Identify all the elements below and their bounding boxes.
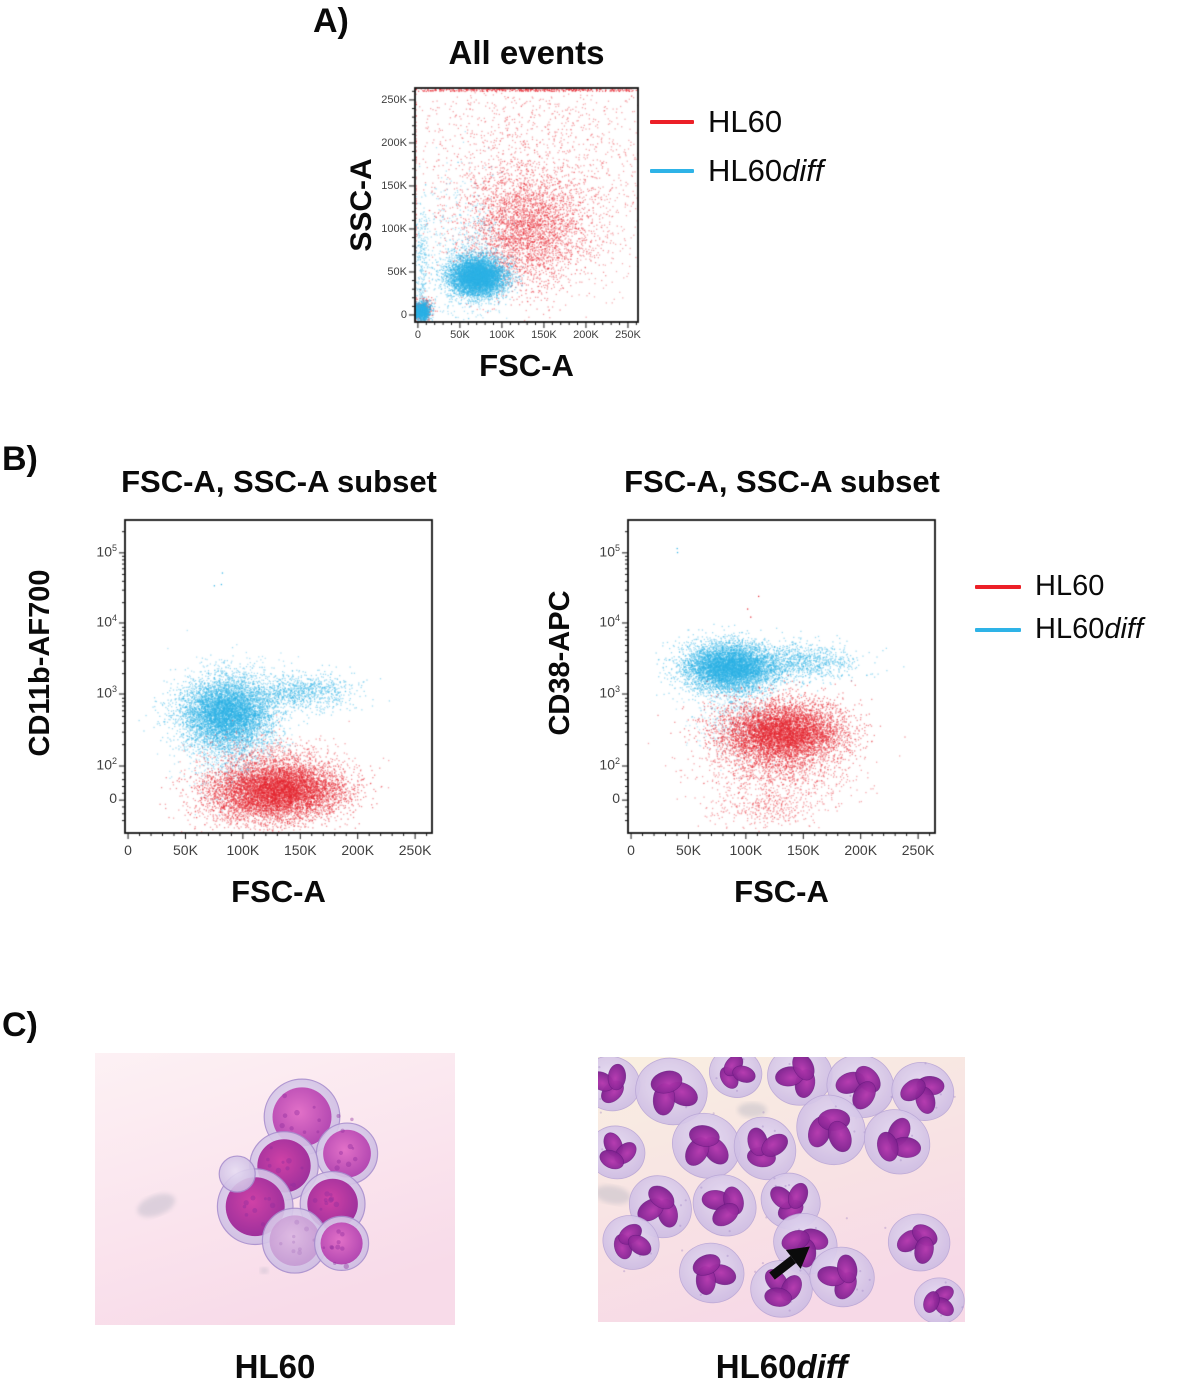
x-tick-label: 150K	[531, 329, 557, 341]
y-tick-label: 0	[109, 790, 117, 807]
differentiated-cell	[635, 1057, 715, 1126]
x-tick-label: 150K	[786, 842, 820, 858]
differentiated-cell	[809, 1246, 875, 1308]
x-tick-label: 0	[124, 842, 132, 858]
blast-cell	[218, 1155, 256, 1193]
x-tick-label: 0	[627, 842, 635, 858]
legend-label: HL60diff	[1035, 613, 1144, 645]
hl60diff-legend-line	[650, 169, 694, 173]
scatter-plot-b-left-canvas	[113, 508, 444, 845]
y-tick-label: 104	[599, 612, 620, 630]
x-tick-label: 250K	[615, 329, 641, 341]
legend-label: HL60	[708, 104, 783, 139]
panel-b-right-title: FSC-A, SSC-A subset	[624, 464, 940, 499]
caption-hl60: HL60	[234, 1348, 316, 1385]
legend-label: HL60	[1035, 570, 1105, 602]
differentiated-cell	[709, 1057, 763, 1098]
y-tick-label: 105	[599, 542, 620, 560]
x-tick-label: 200K	[341, 842, 375, 858]
caption-hl60diff: HL60diff	[715, 1348, 848, 1385]
differentiated-cell	[672, 1112, 741, 1179]
legend-item-hl60: HL60	[975, 570, 1143, 603]
legend-item-hl60diff: HL60diff	[650, 153, 823, 189]
y-tick-label: 105	[96, 542, 117, 560]
y-tick-label: 100K	[381, 222, 407, 235]
y-tick-label: 103	[599, 684, 620, 701]
legend-item-hl60diff: HL60diff	[975, 613, 1143, 646]
differentiated-cell	[864, 1109, 931, 1175]
panel-a-letter: A)	[313, 2, 349, 40]
x-tick-label: 0	[414, 329, 421, 341]
panel-a-y-axis-label: SSC-A	[345, 158, 378, 252]
y-tick-label: 102	[96, 756, 117, 773]
y-tick-label: 0	[400, 308, 407, 321]
y-tick-label: 250K	[381, 93, 407, 106]
differentiated-cell	[602, 1215, 660, 1273]
blast-cell	[314, 1215, 370, 1271]
scatter-plot-b-right-canvas	[616, 508, 947, 845]
panel-b-letter: B)	[2, 440, 38, 478]
legend-item-hl60: HL60	[650, 104, 823, 140]
y-tick-label: 103	[96, 684, 117, 701]
panel-b-left-y-axis-label: CD11b-AF700	[24, 569, 56, 757]
panel-b-left-title: FSC-A, SSC-A subset	[121, 464, 437, 499]
y-tick-label: 0	[612, 790, 620, 807]
differentiated-cell	[598, 1057, 650, 1114]
y-tick-label: 200K	[381, 136, 407, 149]
x-tick-label: 50K	[450, 329, 470, 341]
x-tick-label: 50K	[173, 842, 198, 858]
x-tick-label: 100K	[489, 329, 515, 341]
differentiated-cell	[884, 1213, 951, 1272]
panel-c-letter: C)	[2, 1006, 38, 1044]
differentiated-cell	[692, 1174, 768, 1237]
x-tick-label: 50K	[676, 842, 701, 858]
hl60diff-legend-line	[975, 627, 1021, 632]
differentiated-cell	[679, 1242, 745, 1304]
differentiated-cell	[913, 1277, 965, 1322]
x-tick-label: 150K	[283, 842, 317, 858]
y-tick-label: 150K	[381, 179, 407, 192]
x-tick-label: 250K	[901, 842, 935, 858]
blast-cell	[261, 1207, 328, 1274]
differentiated-cell	[598, 1125, 646, 1180]
legend-label: HL60diff	[708, 153, 824, 188]
x-tick-label: 100K	[729, 842, 763, 858]
x-tick-label: 100K	[226, 842, 260, 858]
arrow-annotation	[769, 1246, 810, 1280]
panel-a-x-axis-label: FSC-A	[479, 348, 574, 383]
differentiated-cell	[750, 1260, 813, 1318]
panel-b-legend: HL60 HL60diff	[975, 570, 1143, 646]
panel-b-right-x-axis-label: FSC-A	[734, 874, 829, 909]
hl60-legend-line	[975, 584, 1021, 589]
panel-b-right-y-axis-label: CD38-APC	[544, 590, 576, 736]
x-tick-label: 200K	[844, 842, 878, 858]
y-tick-label: 50K	[387, 265, 407, 278]
panel-a-legend: HL60 HL60diff	[650, 104, 823, 189]
differentiated-cell	[891, 1062, 956, 1121]
micrograph-hl60diff	[598, 1057, 965, 1322]
differentiated-cell	[767, 1057, 833, 1106]
differentiated-cell	[796, 1094, 866, 1166]
y-tick-label: 104	[96, 612, 117, 630]
panel-b-left-x-axis-label: FSC-A	[231, 874, 326, 909]
x-tick-label: 250K	[398, 842, 432, 858]
y-tick-label: 102	[599, 756, 620, 773]
scatter-plot-a-canvas	[403, 76, 650, 334]
hl60-legend-line	[650, 120, 694, 124]
x-tick-label: 200K	[573, 329, 599, 341]
blast-cell	[315, 1117, 379, 1189]
panel-a-title: All events	[448, 34, 605, 71]
micrograph-hl60	[95, 1053, 455, 1325]
